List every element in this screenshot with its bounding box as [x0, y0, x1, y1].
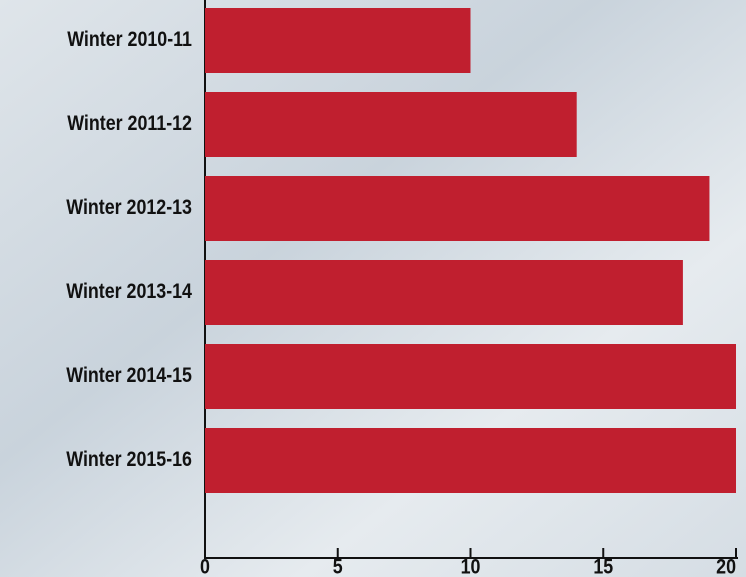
chart: 0 5 10 15 20 Winter 2010-11 Winter 2011-12 Wint… — [0, 0, 746, 577]
bar — [205, 8, 471, 73]
y-tick-label: Winter 2014-15 — [66, 364, 192, 388]
bar — [205, 176, 709, 241]
x-tick-label: 15 — [593, 555, 613, 577]
y-tick-label: Winter 2011-12 — [67, 112, 192, 136]
bar — [205, 428, 736, 493]
y-tick-label: Winter 2010-11 — [67, 28, 192, 52]
bar — [205, 260, 683, 325]
y-tick-label: Winter 2013-14 — [66, 280, 192, 304]
bar — [205, 344, 736, 409]
y-tick-label: Winter 2015-16 — [66, 448, 192, 472]
x-tick-label: 0 — [200, 555, 210, 577]
x-tick-label: 20 — [716, 555, 736, 577]
x-tick-label: 10 — [461, 555, 481, 577]
bar — [205, 92, 577, 157]
x-tick-label: 5 — [333, 555, 343, 577]
y-tick-label: Winter 2012-13 — [66, 196, 192, 220]
